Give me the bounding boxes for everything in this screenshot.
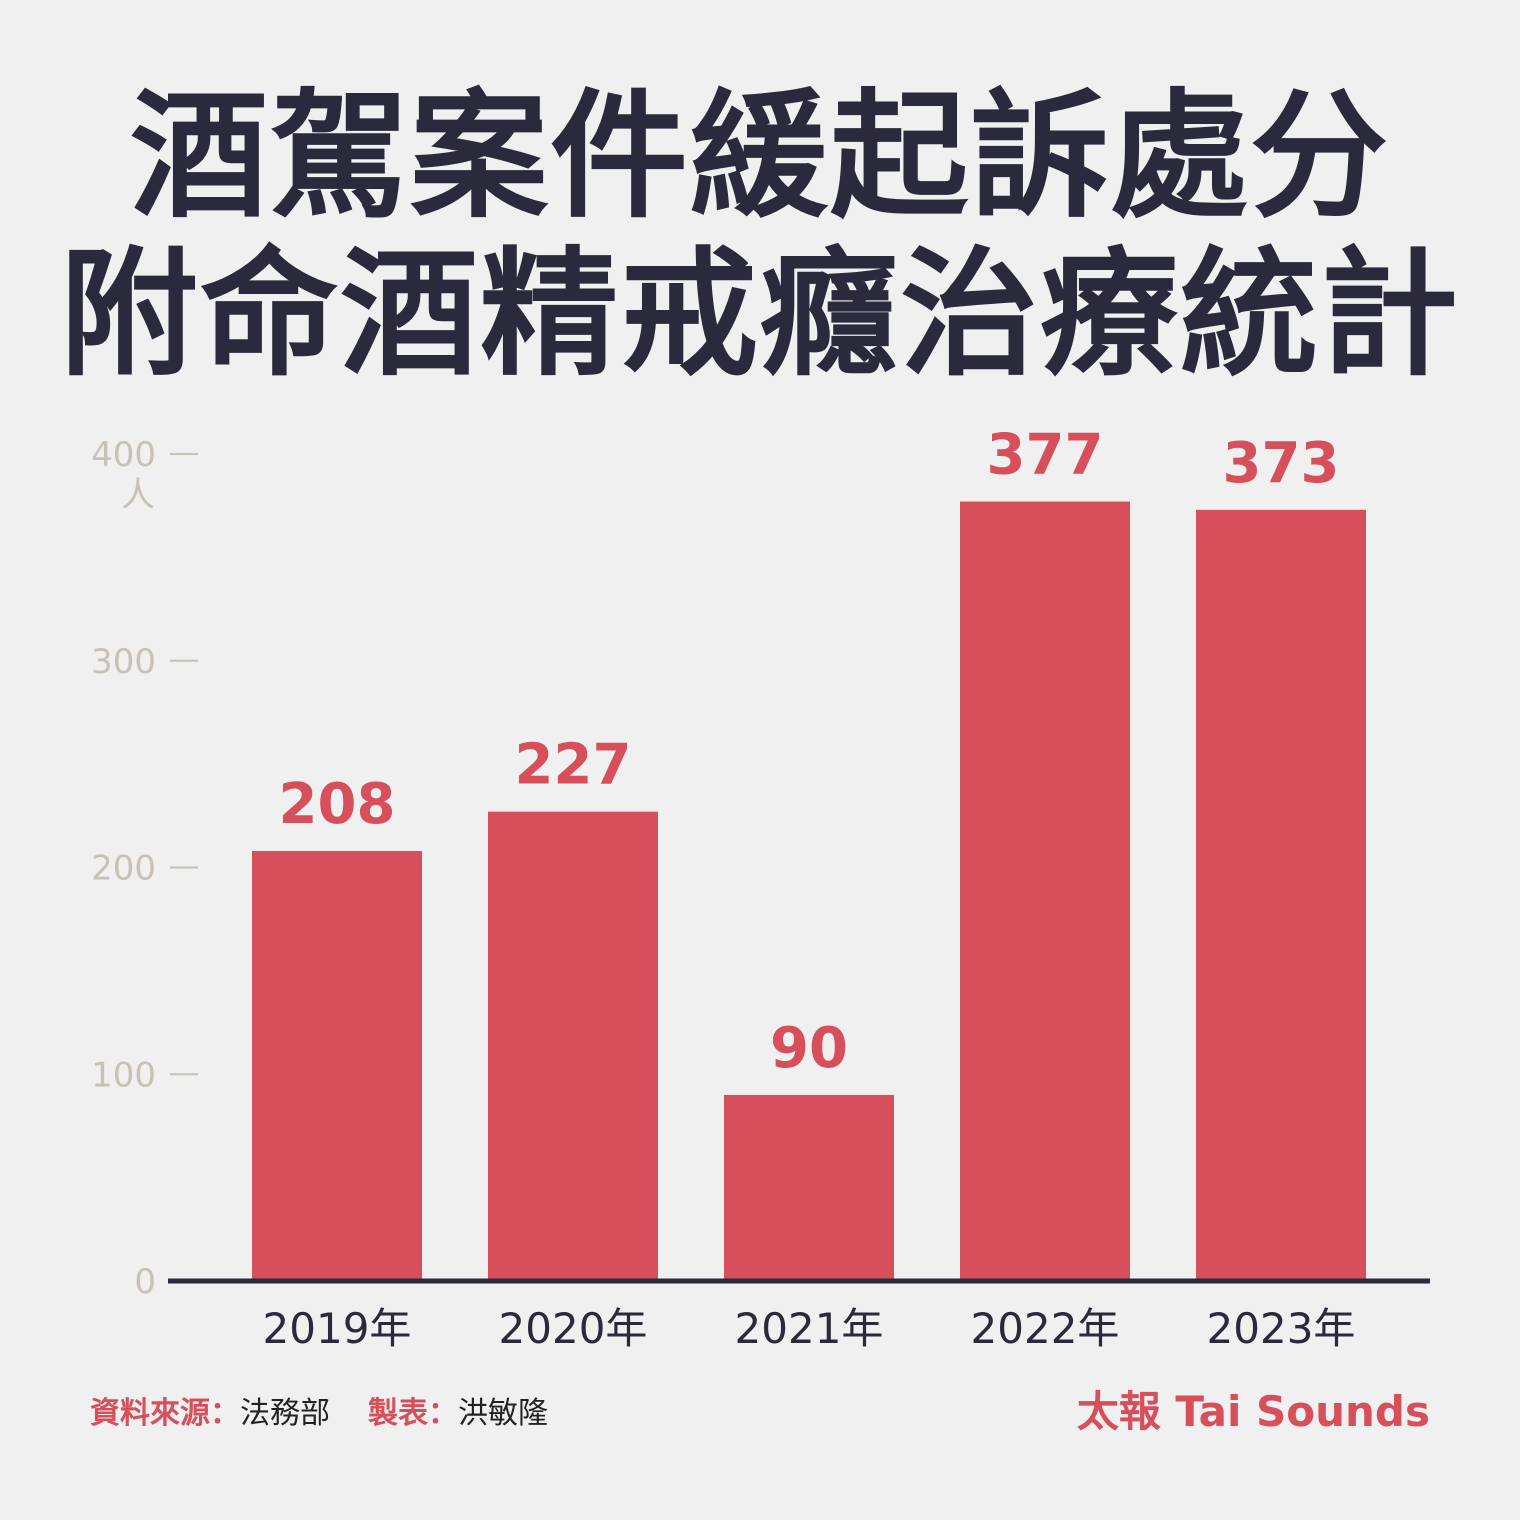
brand-logo: 太報 Tai Sounds bbox=[1076, 1387, 1430, 1436]
y-tick-label: 400 bbox=[91, 435, 156, 475]
title-line-1: 酒駕案件緩起訴處分 bbox=[129, 76, 1390, 237]
y-tick-label: 100 bbox=[91, 1055, 156, 1095]
x-tick-label: 2020年 bbox=[499, 1304, 648, 1353]
bar bbox=[252, 850, 422, 1281]
data-label: 208 bbox=[279, 772, 396, 837]
data-label: 90 bbox=[770, 1016, 848, 1081]
title-line-2: 附命酒精戒癮治療統計 bbox=[59, 234, 1460, 395]
x-tick-label: 2022年 bbox=[971, 1304, 1120, 1353]
x-tick-label: 2023年 bbox=[1207, 1304, 1356, 1353]
maker-value: 洪敏隆 bbox=[458, 1396, 548, 1431]
maker-label: 製表： bbox=[368, 1396, 458, 1431]
bar bbox=[488, 811, 658, 1281]
bar bbox=[960, 501, 1130, 1281]
data-label: 227 bbox=[515, 733, 632, 798]
y-tick-label: 0 bbox=[134, 1262, 156, 1302]
y-tick-label: 300 bbox=[91, 642, 156, 682]
x-tick-label: 2021年 bbox=[735, 1304, 884, 1353]
source-label: 資料來源： bbox=[90, 1396, 240, 1431]
bar bbox=[724, 1094, 894, 1281]
chart-title: 酒駕案件緩起訴處分 附命酒精戒癮治療統計 bbox=[0, 78, 1520, 394]
bar bbox=[1196, 509, 1366, 1281]
source-value: 法務部 bbox=[240, 1396, 330, 1431]
data-label: 377 bbox=[987, 423, 1104, 488]
data-label: 373 bbox=[1223, 431, 1340, 496]
y-tick-label: 200 bbox=[91, 849, 156, 889]
y-axis-unit: 人 bbox=[121, 475, 155, 515]
footer-credits: 資料來源：法務部 製表：洪敏隆 bbox=[90, 1394, 548, 1434]
x-tick-label: 2019年 bbox=[263, 1304, 412, 1353]
